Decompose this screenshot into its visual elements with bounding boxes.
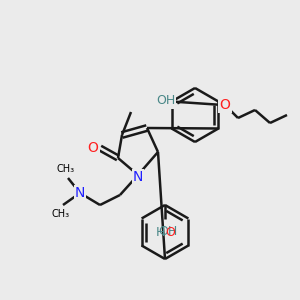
Text: OH: OH — [158, 225, 178, 238]
Text: N: N — [133, 170, 143, 184]
Text: CH₃: CH₃ — [52, 209, 70, 219]
Text: N: N — [75, 186, 85, 200]
Text: CH₃: CH₃ — [57, 164, 75, 174]
Text: O: O — [88, 141, 98, 155]
Text: H: H — [156, 226, 165, 239]
Text: O: O — [220, 98, 230, 112]
Text: O: O — [165, 226, 175, 239]
Text: OH: OH — [156, 94, 175, 107]
